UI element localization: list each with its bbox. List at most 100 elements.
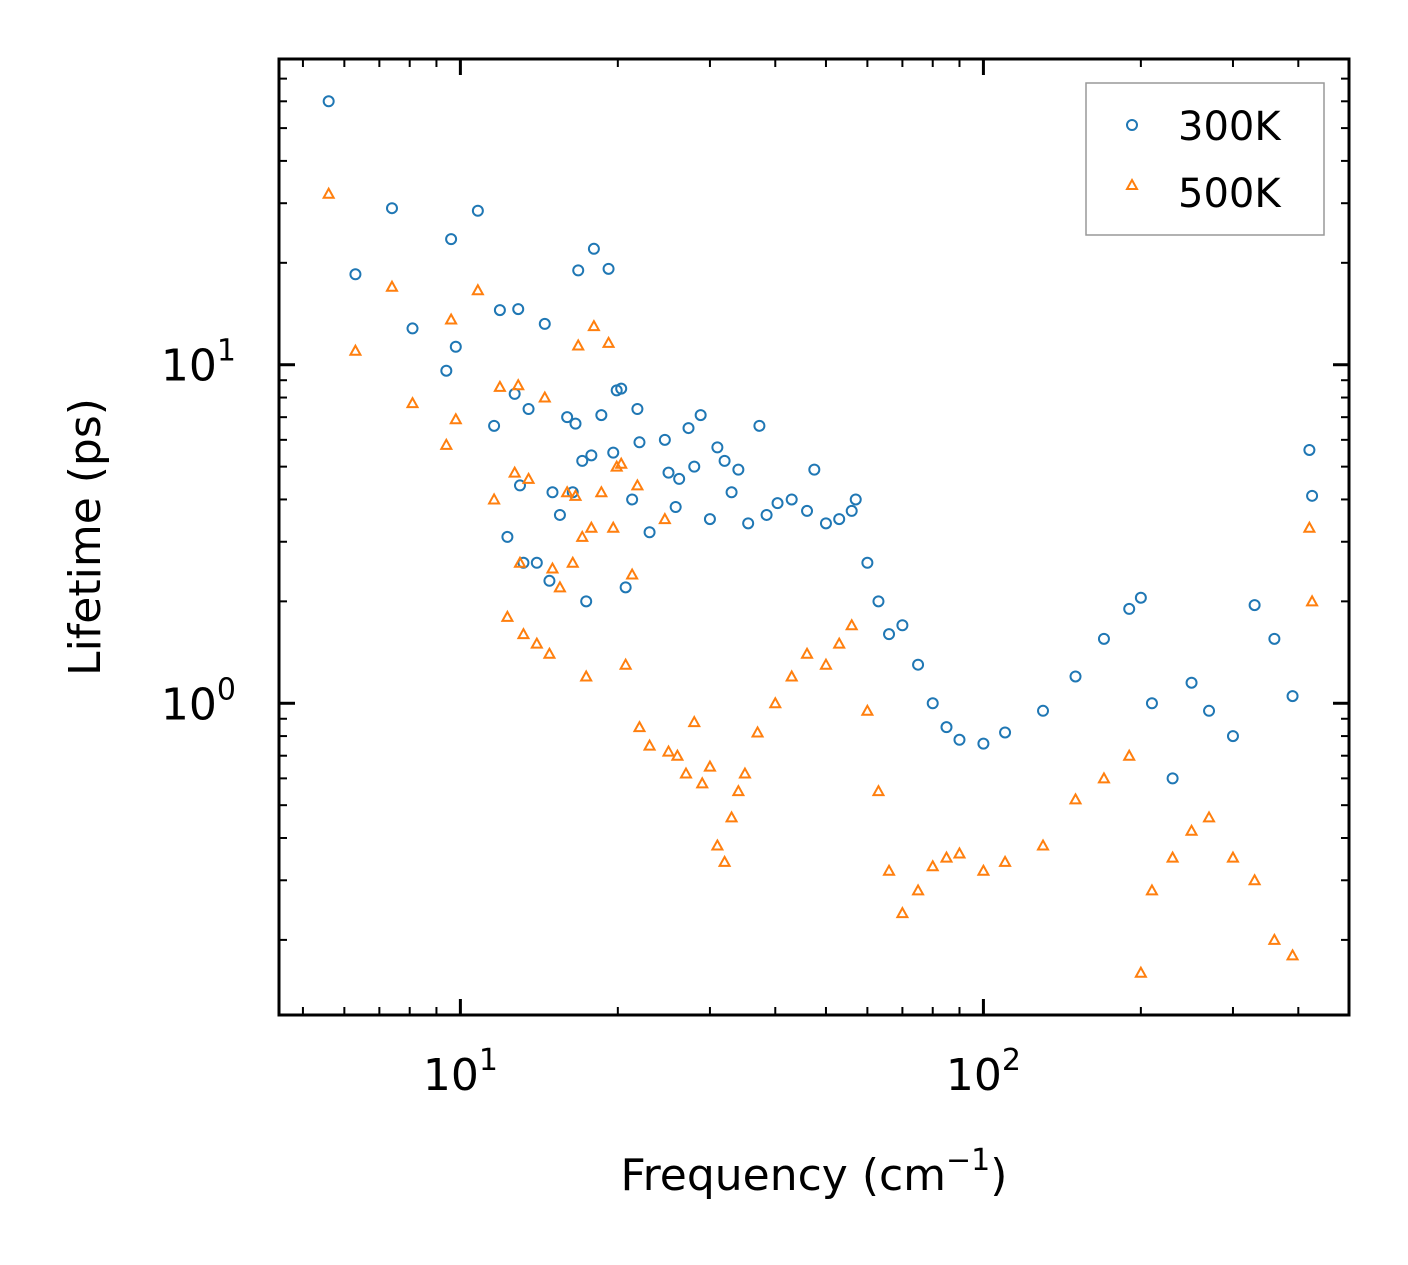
data-point-300k <box>662 466 675 479</box>
data-point-300k <box>1069 670 1082 683</box>
data-point-300k <box>538 317 551 330</box>
data-point-300k <box>771 497 784 510</box>
data-point-300k <box>845 504 858 517</box>
data-point-500k <box>819 657 833 670</box>
data-point-500k <box>538 390 552 403</box>
data-point-500k <box>516 627 531 640</box>
data-point-500k <box>768 696 782 709</box>
data-point-500k <box>606 520 620 533</box>
major-ticks <box>279 59 1349 1015</box>
data-point-500k <box>521 471 536 484</box>
data-point-500k <box>642 738 657 751</box>
data-point-500k <box>1122 748 1136 761</box>
data-point-500k <box>513 555 527 568</box>
data-point-500k <box>1305 594 1319 607</box>
data-point-500k <box>939 850 954 863</box>
data-point-300k <box>725 486 738 499</box>
data-point-500k <box>717 854 732 867</box>
data-point-300k <box>585 449 598 462</box>
data-point-300k <box>669 500 682 513</box>
data-point-300k <box>385 202 398 215</box>
data-point-500k <box>695 776 709 789</box>
data-point-300k <box>1037 704 1050 717</box>
data-point-300k <box>926 697 939 710</box>
data-point-300k <box>1306 489 1319 502</box>
data-point-500k <box>724 810 739 823</box>
data-point-500k <box>976 863 991 876</box>
data-point-500k <box>738 766 752 779</box>
data-point-300k <box>445 233 458 246</box>
data-point-300k <box>1166 772 1179 785</box>
data-point-500k <box>998 854 1012 867</box>
legend-label-500k: 500K <box>1178 171 1282 217</box>
data-point-300k <box>488 419 501 432</box>
data-point-300k <box>561 411 574 424</box>
data-point-500k <box>511 378 525 391</box>
data-point-500k <box>566 555 580 568</box>
data-point-500k <box>493 379 507 392</box>
data-point-500k <box>1226 850 1240 863</box>
data-point-500k <box>750 725 765 738</box>
data-point-300k <box>1226 730 1239 743</box>
data-point-300k <box>718 454 731 467</box>
data-point-300k <box>643 526 656 539</box>
data-point-500k <box>568 488 583 501</box>
data-point-500k <box>487 492 501 505</box>
data-point-300k <box>1286 690 1299 703</box>
data-point-500k <box>614 456 628 469</box>
plot-frame <box>277 57 1351 1017</box>
data-point-500k <box>601 335 616 348</box>
data-point-500k <box>1247 873 1262 886</box>
data-point-500k <box>785 669 799 682</box>
data-point-300k <box>682 422 695 435</box>
data-point-300k <box>753 419 766 432</box>
data-point-500k <box>500 609 515 622</box>
data-point-500k <box>1202 810 1216 823</box>
data-point-300k <box>861 556 874 569</box>
data-point-500k <box>471 283 485 296</box>
data-point-300k <box>872 595 885 608</box>
data-point-500k <box>911 883 925 896</box>
data-point-300k <box>543 574 556 587</box>
legend-marker-500k <box>1125 177 1139 190</box>
data-point-500k <box>542 646 557 659</box>
data-point-300k <box>953 733 966 746</box>
data-point-300k <box>522 403 535 416</box>
data-point-300k <box>819 517 832 530</box>
data-point-500k <box>449 412 463 425</box>
data-point-500k <box>1036 838 1050 851</box>
x-axis-title-exponent: −1 <box>946 1143 990 1178</box>
data-point-500k <box>1285 948 1300 961</box>
legend-label-300k: 300K <box>1178 104 1282 150</box>
data-point-300k <box>732 463 745 476</box>
data-point-500k <box>545 561 560 574</box>
data-point-300k <box>742 517 755 530</box>
data-point-300k <box>808 463 821 476</box>
data-point-500k <box>348 343 363 356</box>
data-point-500k <box>571 338 585 351</box>
data-point-500k <box>687 715 701 728</box>
data-point-500k <box>560 485 574 498</box>
data-point-500k <box>1097 771 1111 784</box>
data-point-300k <box>1203 704 1216 717</box>
data-point-300k <box>801 504 814 517</box>
data-point-300k <box>688 460 701 473</box>
x-tick-labels: 101 102 <box>423 1043 1021 1101</box>
data-point-500k <box>703 759 717 772</box>
data-point-500k <box>553 580 567 593</box>
data-point-500k <box>385 279 399 292</box>
data-point-300k <box>673 472 686 485</box>
data-point-500k <box>952 846 967 859</box>
data-point-500k <box>658 512 672 525</box>
data-point-300k <box>576 454 589 467</box>
series-300k <box>322 95 1319 785</box>
data-point-500k <box>882 863 896 876</box>
data-point-300k <box>940 721 953 734</box>
data-point-300k <box>449 340 462 353</box>
data-point-300k <box>501 530 514 543</box>
data-point-300k <box>999 726 1012 739</box>
data-point-500k <box>1145 883 1159 896</box>
data-point-300k <box>849 493 862 506</box>
data-point-500k <box>1068 792 1083 805</box>
legend-marker-300k <box>1126 119 1138 131</box>
